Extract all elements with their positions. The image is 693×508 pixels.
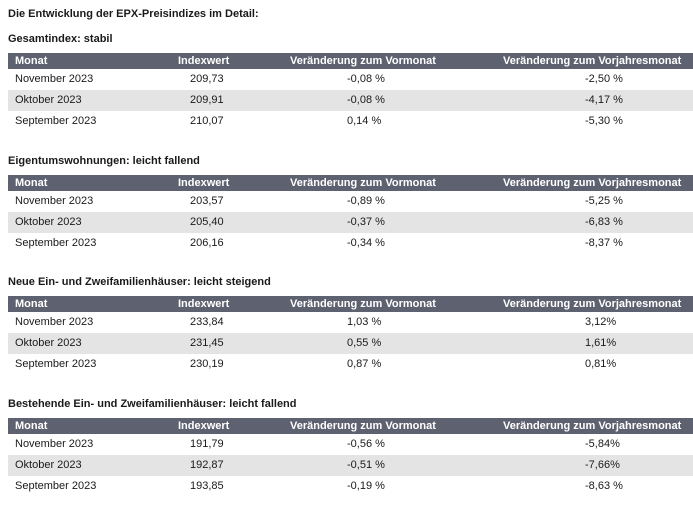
section-bestehende-efh-zfh: Bestehende Ein- und Zweifamilienhäuser: …: [8, 397, 693, 497]
table-row: September 2023 210,07 0,14 % -5,30 %: [8, 111, 693, 132]
index-table: Monat Indexwert Veränderung zum Vormonat…: [8, 418, 693, 497]
cell-indexwert: 209,73: [175, 69, 278, 90]
cell-vormonat: 0,14 %: [278, 111, 485, 132]
column-header-indexwert: Indexwert: [175, 53, 278, 69]
cell-indexwert: 205,40: [175, 212, 278, 233]
cell-monat: Oktober 2023: [8, 90, 175, 111]
section-title: Eigentumswohnungen: leicht fallend: [8, 155, 200, 167]
table-row: Oktober 2023 231,45 0,55 % 1,61%: [8, 333, 693, 354]
cell-vorjahresmonat: -5,25 %: [485, 191, 693, 212]
cell-monat: November 2023: [8, 434, 175, 455]
cell-vormonat: -0,34 %: [278, 233, 485, 254]
cell-vorjahresmonat: 3,12%: [485, 312, 693, 333]
cell-monat: September 2023: [8, 354, 175, 375]
table-header-row: Monat Indexwert Veränderung zum Vormonat…: [8, 418, 693, 434]
cell-monat: September 2023: [8, 476, 175, 497]
column-header-vormonat: Veränderung zum Vormonat: [278, 418, 485, 434]
column-header-vorjahresmonat: Veränderung zum Vorjahresmonat: [485, 296, 693, 312]
column-header-vorjahresmonat: Veränderung zum Vorjahresmonat: [485, 175, 693, 191]
cell-indexwert: 206,16: [175, 233, 278, 254]
section-gesamtindex: Gesamtindex: stabil Monat Indexwert Verä…: [8, 32, 693, 132]
cell-vorjahresmonat: -8,37 %: [485, 233, 693, 254]
cell-vormonat: -0,08 %: [278, 69, 485, 90]
cell-vormonat: 0,55 %: [278, 333, 485, 354]
page-title: Die Entwicklung der EPX-Preisindizes im …: [8, 8, 259, 20]
index-table: Monat Indexwert Veränderung zum Vormonat…: [8, 296, 693, 375]
column-header-vormonat: Veränderung zum Vormonat: [278, 53, 485, 69]
column-header-monat: Monat: [8, 53, 175, 69]
column-header-monat: Monat: [8, 296, 175, 312]
cell-vorjahresmonat: 0,81%: [485, 354, 693, 375]
column-header-indexwert: Indexwert: [175, 296, 278, 312]
cell-vorjahresmonat: -4,17 %: [485, 90, 693, 111]
table-header-row: Monat Indexwert Veränderung zum Vormonat…: [8, 53, 693, 69]
cell-monat: September 2023: [8, 233, 175, 254]
cell-vormonat: 1,03 %: [278, 312, 485, 333]
column-header-vormonat: Veränderung zum Vormonat: [278, 296, 485, 312]
cell-vorjahresmonat: -5,30 %: [485, 111, 693, 132]
section-neue-efh-zfh: Neue Ein- und Zweifamilienhäuser: leicht…: [8, 275, 693, 375]
cell-vormonat: -0,89 %: [278, 191, 485, 212]
section-eigentumswohnungen: Eigentumswohnungen: leicht fallend Monat…: [8, 154, 693, 254]
table-row: Oktober 2023 205,40 -0,37 % -6,83 %: [8, 212, 693, 233]
table-row: November 2023 191,79 -0,56 % -5,84%: [8, 434, 693, 455]
table-header-row: Monat Indexwert Veränderung zum Vormonat…: [8, 296, 693, 312]
table-row: Oktober 2023 209,91 -0,08 % -4,17 %: [8, 90, 693, 111]
table-row: September 2023 230,19 0,87 % 0,81%: [8, 354, 693, 375]
cell-monat: Oktober 2023: [8, 212, 175, 233]
cell-indexwert: 192,87: [175, 455, 278, 476]
cell-vormonat: -0,37 %: [278, 212, 485, 233]
index-table: Monat Indexwert Veränderung zum Vormonat…: [8, 175, 693, 254]
cell-indexwert: 230,19: [175, 354, 278, 375]
column-header-indexwert: Indexwert: [175, 175, 278, 191]
table-header-row: Monat Indexwert Veränderung zum Vormonat…: [8, 175, 693, 191]
column-header-indexwert: Indexwert: [175, 418, 278, 434]
cell-vorjahresmonat: -2,50 %: [485, 69, 693, 90]
cell-vormonat: 0,87 %: [278, 354, 485, 375]
column-header-vorjahresmonat: Veränderung zum Vorjahresmonat: [485, 418, 693, 434]
cell-indexwert: 203,57: [175, 191, 278, 212]
cell-vormonat: -0,51 %: [278, 455, 485, 476]
cell-monat: November 2023: [8, 312, 175, 333]
table-row: November 2023 233,84 1,03 % 3,12%: [8, 312, 693, 333]
column-header-vormonat: Veränderung zum Vormonat: [278, 175, 485, 191]
cell-monat: Oktober 2023: [8, 455, 175, 476]
cell-vorjahresmonat: 1,61%: [485, 333, 693, 354]
cell-vorjahresmonat: -7,66%: [485, 455, 693, 476]
cell-indexwert: 233,84: [175, 312, 278, 333]
section-title: Gesamtindex: stabil: [8, 33, 113, 45]
cell-monat: November 2023: [8, 69, 175, 90]
cell-indexwert: 231,45: [175, 333, 278, 354]
cell-vorjahresmonat: -6,83 %: [485, 212, 693, 233]
table-row: November 2023 209,73 -0,08 % -2,50 %: [8, 69, 693, 90]
cell-vormonat: -0,08 %: [278, 90, 485, 111]
cell-vorjahresmonat: -5,84%: [485, 434, 693, 455]
cell-indexwert: 191,79: [175, 434, 278, 455]
section-title: Neue Ein- und Zweifamilienhäuser: leicht…: [8, 276, 271, 288]
column-header-monat: Monat: [8, 418, 175, 434]
cell-vorjahresmonat: -8,63 %: [485, 476, 693, 497]
cell-monat: November 2023: [8, 191, 175, 212]
table-row: September 2023 206,16 -0,34 % -8,37 %: [8, 233, 693, 254]
cell-indexwert: 193,85: [175, 476, 278, 497]
column-header-monat: Monat: [8, 175, 175, 191]
table-row: Oktober 2023 192,87 -0,51 % -7,66%: [8, 455, 693, 476]
cell-indexwert: 209,91: [175, 90, 278, 111]
cell-vormonat: -0,19 %: [278, 476, 485, 497]
cell-indexwert: 210,07: [175, 111, 278, 132]
table-row: September 2023 193,85 -0,19 % -8,63 %: [8, 476, 693, 497]
cell-vormonat: -0,56 %: [278, 434, 485, 455]
cell-monat: Oktober 2023: [8, 333, 175, 354]
index-table: Monat Indexwert Veränderung zum Vormonat…: [8, 53, 693, 132]
table-row: November 2023 203,57 -0,89 % -5,25 %: [8, 191, 693, 212]
section-title: Bestehende Ein- und Zweifamilienhäuser: …: [8, 398, 297, 410]
cell-monat: September 2023: [8, 111, 175, 132]
column-header-vorjahresmonat: Veränderung zum Vorjahresmonat: [485, 53, 693, 69]
